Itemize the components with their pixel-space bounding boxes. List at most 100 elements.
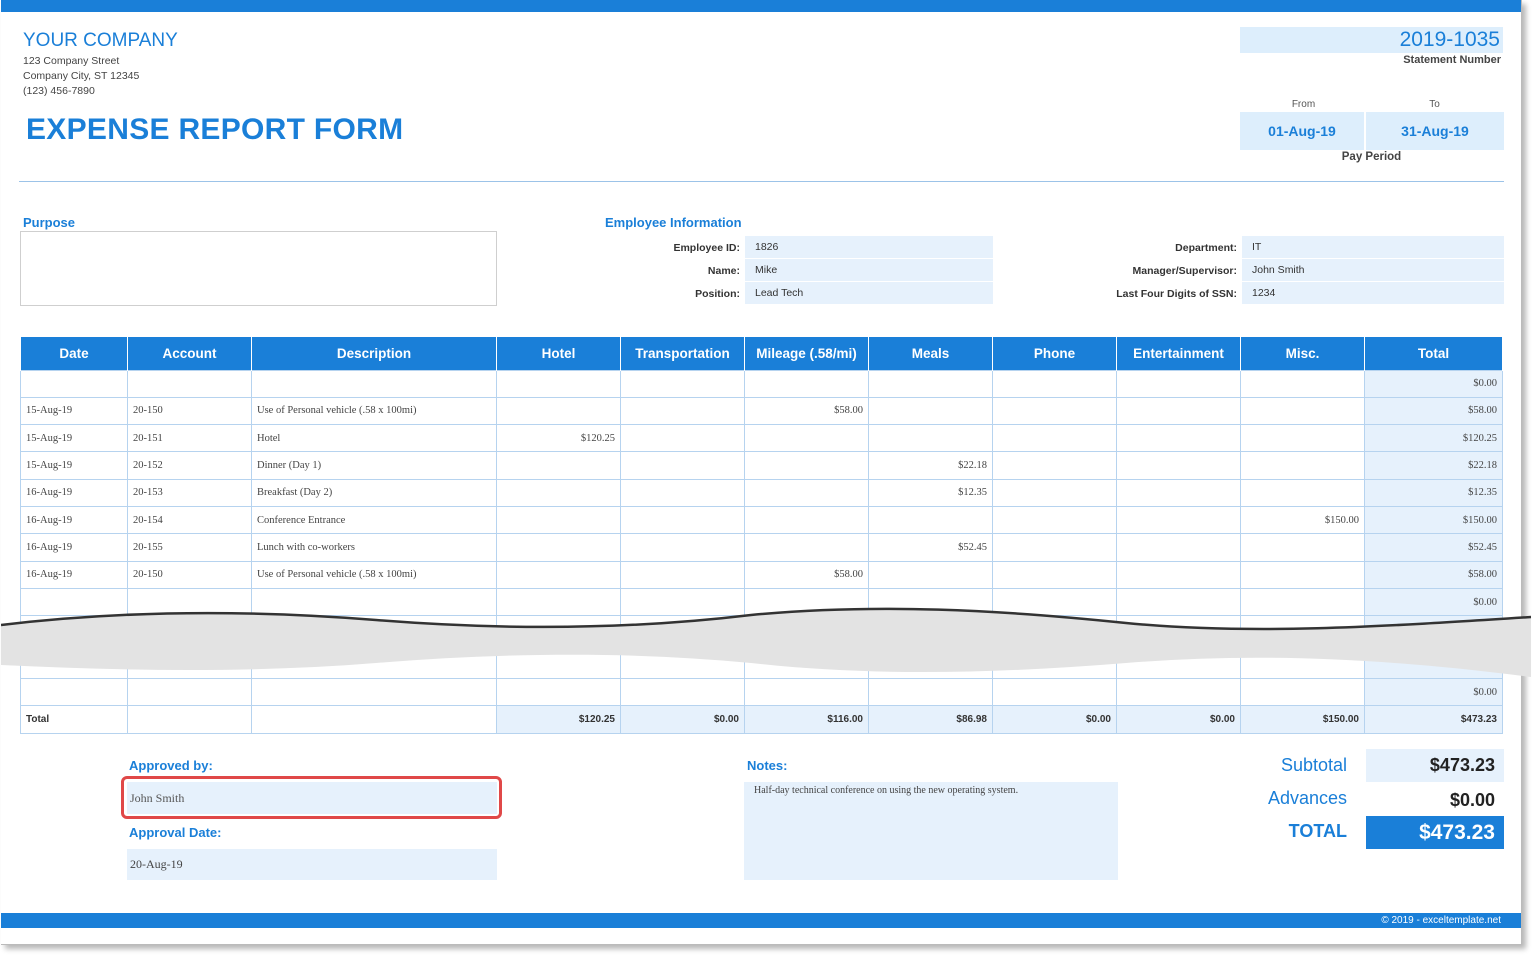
cell-phone[interactable] [992, 396, 1117, 426]
cell-mileage[interactable]: $58.00 [744, 396, 869, 426]
cell-entertainment[interactable] [1116, 369, 1241, 398]
cell-transportation[interactable] [620, 478, 745, 507]
cell-misc[interactable] [1240, 560, 1365, 589]
cell-account[interactable]: 20-150 [127, 396, 252, 426]
cell-hotel[interactable] [496, 451, 621, 480]
cell-date[interactable]: 15-Aug-19 [20, 451, 128, 480]
cell-mileage[interactable] [744, 478, 869, 507]
ssn-field[interactable]: 1234 [1242, 282, 1504, 304]
cell-description[interactable]: Hotel [251, 424, 497, 453]
cell-description[interactable] [251, 369, 497, 398]
cell-entertainment[interactable] [1116, 533, 1241, 562]
cell-transportation[interactable] [620, 505, 745, 535]
cell-description[interactable]: Use of Personal vehicle (.58 x 100mi) [251, 396, 497, 426]
cell-phone[interactable] [992, 478, 1117, 507]
cell-date[interactable]: 16-Aug-19 [20, 505, 128, 535]
cell-total[interactable]: $52.45 [1364, 533, 1503, 562]
cell-total[interactable]: $58.00 [1364, 560, 1503, 589]
cell-total[interactable]: $0.00 [1364, 678, 1503, 707]
notes-field[interactable]: Half-day technical conference on using t… [744, 782, 1118, 880]
cell-misc[interactable] [1240, 478, 1365, 507]
cell-mileage[interactable]: $58.00 [744, 560, 869, 589]
cell-hotel[interactable] [496, 505, 621, 535]
cell-entertainment[interactable] [1116, 478, 1241, 507]
cell-misc[interactable]: $150.00 [1240, 505, 1365, 535]
cell-hotel[interactable]: $120.25 [496, 424, 621, 453]
cell-transportation[interactable] [620, 396, 745, 426]
cell-description[interactable]: Use of Personal vehicle (.58 x 100mi) [251, 560, 497, 589]
cell-meals[interactable] [868, 560, 993, 589]
cell-account[interactable]: 20-150 [127, 560, 252, 589]
employee-id-field[interactable]: 1826 [745, 236, 993, 258]
cell-phone[interactable] [992, 451, 1117, 480]
cell-total[interactable]: $0.00 [1364, 369, 1503, 398]
cell-hotel[interactable] [496, 560, 621, 589]
cell-account[interactable]: 20-153 [127, 478, 252, 507]
cell-transportation[interactable] [620, 369, 745, 398]
cell-meals[interactable]: $52.45 [868, 533, 993, 562]
cell-total[interactable]: $120.25 [1364, 424, 1503, 453]
cell-misc[interactable] [1240, 533, 1365, 562]
to-date-field[interactable]: 31-Aug-19 [1366, 112, 1504, 150]
cell-entertainment[interactable] [1116, 451, 1241, 480]
cell-phone[interactable] [992, 560, 1117, 589]
statement-number-field[interactable]: 2019-1035 [1240, 27, 1503, 53]
cell-mileage[interactable] [744, 369, 869, 398]
cell-phone[interactable] [992, 424, 1117, 453]
cell-date[interactable]: 16-Aug-19 [20, 533, 128, 562]
cell-misc[interactable] [1240, 396, 1365, 426]
cell-account[interactable]: 20-152 [127, 451, 252, 480]
cell-transportation[interactable] [620, 451, 745, 480]
cell-hotel[interactable] [496, 533, 621, 562]
cell-date[interactable]: 15-Aug-19 [20, 424, 128, 453]
cell-mileage[interactable] [744, 533, 869, 562]
cell-mileage[interactable] [744, 424, 869, 453]
cell-date[interactable]: 15-Aug-19 [20, 396, 128, 426]
cell-date[interactable]: 16-Aug-19 [20, 560, 128, 589]
cell-description[interactable]: Conference Entrance [251, 505, 497, 535]
cell-description[interactable]: Breakfast (Day 2) [251, 478, 497, 507]
cell-meals[interactable] [868, 424, 993, 453]
cell-hotel[interactable] [496, 369, 621, 398]
employee-name-field[interactable]: Mike [745, 259, 993, 281]
cell-hotel[interactable] [496, 396, 621, 426]
approved-by-field[interactable]: John Smith [127, 782, 497, 814]
cell-phone[interactable] [992, 369, 1117, 398]
cell-misc[interactable] [1240, 369, 1365, 398]
cell-entertainment[interactable] [1116, 424, 1241, 453]
cell-total[interactable]: $22.18 [1364, 451, 1503, 480]
employee-position-field[interactable]: Lead Tech [745, 282, 993, 304]
cell-description[interactable] [251, 587, 497, 617]
cell-transportation[interactable] [620, 678, 745, 707]
cell-meals[interactable] [868, 396, 993, 426]
cell-meals[interactable]: $22.18 [868, 451, 993, 480]
cell-date[interactable] [20, 587, 128, 617]
department-field[interactable]: IT [1242, 236, 1504, 258]
cell-misc[interactable] [1240, 424, 1365, 453]
cell-date[interactable]: 16-Aug-19 [20, 478, 128, 507]
cell-account[interactable] [127, 587, 252, 617]
cell-total[interactable]: $12.35 [1364, 478, 1503, 507]
cell-date[interactable] [20, 369, 128, 398]
cell-transportation[interactable] [620, 587, 745, 617]
cell-hotel[interactable] [496, 587, 621, 617]
cell-account[interactable]: 20-155 [127, 533, 252, 562]
cell-phone[interactable] [992, 505, 1117, 535]
from-date-field[interactable]: 01-Aug-19 [1240, 112, 1364, 150]
approval-date-field[interactable]: 20-Aug-19 [127, 849, 497, 880]
cell-total[interactable]: $150.00 [1364, 505, 1503, 535]
cell-transportation[interactable] [620, 533, 745, 562]
cell-meals[interactable] [868, 369, 993, 398]
cell-meals[interactable]: $12.35 [868, 478, 993, 507]
cell-description[interactable]: Lunch with co-workers [251, 533, 497, 562]
cell-total[interactable]: $58.00 [1364, 396, 1503, 426]
cell-meals[interactable] [868, 505, 993, 535]
cell-transportation[interactable] [620, 424, 745, 453]
cell-entertainment[interactable] [1116, 396, 1241, 426]
cell-entertainment[interactable] [1116, 505, 1241, 535]
cell-account[interactable]: 20-151 [127, 424, 252, 453]
cell-misc[interactable] [1240, 451, 1365, 480]
cell-total[interactable]: $0.00 [1364, 587, 1503, 617]
cell-hotel[interactable] [496, 478, 621, 507]
cell-description[interactable]: Dinner (Day 1) [251, 451, 497, 480]
